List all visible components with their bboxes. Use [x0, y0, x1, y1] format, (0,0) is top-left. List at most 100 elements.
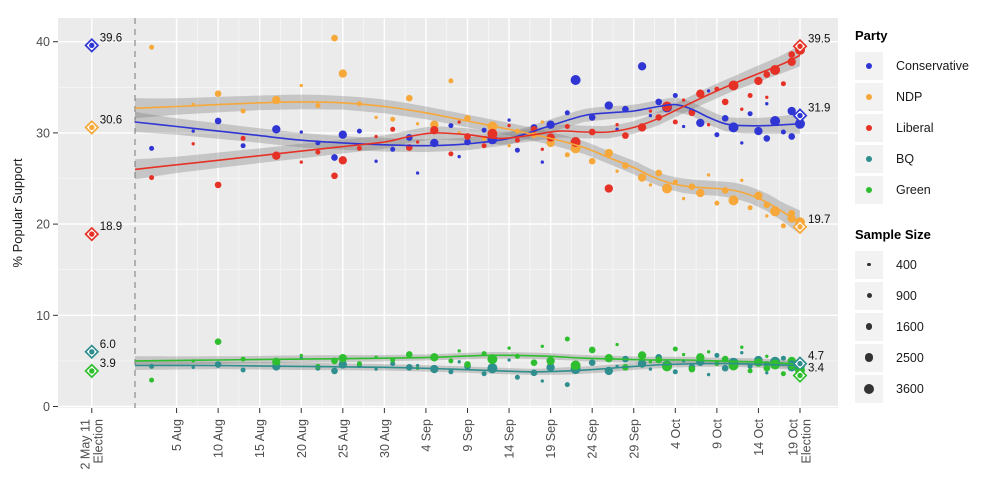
- legend-key-size-400: [855, 250, 883, 279]
- election-marker-dot-green: [89, 368, 95, 374]
- poll-point-bq: [564, 382, 570, 388]
- legend-item-liberal: Liberal: [848, 112, 998, 143]
- poll-point-green: [588, 346, 596, 354]
- poll-point-ndp: [648, 183, 653, 187]
- election-marker-dot-green: [797, 372, 803, 379]
- poll-point-liberal: [448, 151, 454, 157]
- poll-point-green: [214, 338, 222, 346]
- poll-point-bq: [191, 365, 195, 369]
- poll-point-conservative: [770, 116, 781, 126]
- election-marker-dot-liberal: [89, 231, 95, 237]
- poll-point-ndp: [747, 205, 753, 211]
- poll-point-liberal: [706, 123, 711, 127]
- poll-point-conservative: [780, 129, 786, 135]
- x-tick-label: Election: [800, 419, 814, 464]
- poll-point-bq: [747, 363, 753, 369]
- legend-item-size-3600: 3600: [848, 373, 998, 404]
- poll-point-liberal: [721, 98, 729, 106]
- poll-point-liberal: [622, 132, 629, 139]
- poll-point-liberal: [780, 81, 786, 87]
- poll-point-green: [672, 346, 678, 352]
- poll-point-liberal: [514, 137, 520, 143]
- poll-point-ndp: [765, 214, 769, 218]
- poll-point-green: [570, 360, 581, 371]
- poll-point-bq: [672, 369, 678, 375]
- poll-point-green: [507, 346, 511, 350]
- poll-point-green: [448, 358, 454, 364]
- poll-point-ndp: [415, 122, 420, 126]
- poll-point-green: [765, 354, 769, 358]
- poll-point-green: [780, 371, 786, 377]
- poll-point-green: [696, 353, 705, 362]
- poll-point-ndp: [540, 120, 544, 124]
- poll-point-conservative: [754, 126, 763, 136]
- legend-item-bq: BQ: [848, 143, 998, 174]
- x-tick-label: 5 Aug: [170, 419, 184, 451]
- poll-point-ndp: [681, 196, 686, 201]
- legend-key-size-2500: [855, 343, 883, 372]
- poll-point-green: [149, 377, 155, 383]
- y-tick-label: 20: [36, 218, 50, 232]
- poll-point-conservative: [740, 141, 744, 145]
- poll-point-conservative: [338, 130, 347, 139]
- green-dot-icon: [866, 186, 872, 193]
- poll-point-ndp: [149, 44, 155, 50]
- poll-point-green: [637, 351, 647, 360]
- poll-point-ndp: [637, 173, 647, 182]
- poll-point-bq: [390, 361, 396, 367]
- legend-item-size-2500: 2500: [848, 342, 998, 373]
- poll-point-bq: [149, 363, 155, 369]
- ndp-dot-icon: [866, 93, 872, 100]
- poll-point-bq: [457, 360, 461, 364]
- poll-point-bq: [530, 369, 538, 377]
- poll-point-conservative: [390, 146, 396, 152]
- x-tick-label: 9 Sep: [461, 419, 475, 452]
- poll-point-bq: [714, 352, 720, 358]
- poll-point-liberal: [507, 123, 511, 128]
- poll-point-green: [648, 360, 653, 364]
- polling-chart: 39.6 30.6 18.9 6.0 3.9 39.5 31.9 19.7 4.73.4 0 10 2…: [10, 18, 838, 470]
- election-result-label-bq: 6.0: [100, 339, 116, 351]
- poll-point-ndp: [564, 152, 570, 158]
- poll-point-conservative: [721, 114, 729, 122]
- poll-point-conservative: [696, 118, 705, 128]
- x-tick-label: 10 Aug: [212, 419, 226, 458]
- legend-key-ndp: [855, 82, 883, 111]
- poll-point-conservative: [655, 98, 663, 106]
- poll-point-green: [763, 364, 771, 372]
- poll-point-liberal: [487, 128, 498, 139]
- poll-point-bq: [448, 369, 454, 375]
- poll-point-ndp: [374, 115, 378, 120]
- poll-point-conservative: [356, 128, 362, 134]
- poll-point-ndp: [588, 157, 596, 165]
- poll-point-liberal: [681, 98, 686, 102]
- poll-point-liberal: [747, 93, 753, 98]
- poll-point-liberal: [540, 147, 544, 151]
- sample-size-dot-icon: [865, 323, 873, 330]
- legend-key-conservative: [855, 51, 883, 80]
- poll-point-liberal: [788, 51, 796, 58]
- poll-point-conservative: [672, 93, 678, 98]
- x-tick-label: 15 Aug: [253, 419, 267, 458]
- poll-point-liberal: [457, 120, 461, 124]
- x-tick-label: 25 Aug: [336, 419, 350, 458]
- poll-point-ndp: [331, 34, 338, 42]
- poll-point-ndp: [655, 169, 663, 177]
- poll-point-ndp: [714, 200, 720, 206]
- poll-point-liberal: [787, 57, 796, 66]
- poll-point-liberal: [648, 109, 653, 113]
- poll-point-liberal: [604, 184, 613, 193]
- x-tick-label: 4 Sep: [419, 419, 433, 452]
- legend-label-green: Green: [896, 182, 931, 197]
- poll-point-conservative: [214, 117, 222, 125]
- poll-point-ndp: [338, 69, 347, 78]
- legend-key-size-3600: [855, 374, 883, 403]
- trend-line-conservative: [134, 103, 801, 147]
- poll-point-green: [356, 361, 362, 367]
- election-result-label-bq: 4.7: [808, 351, 824, 363]
- poll-point-ndp: [240, 108, 246, 114]
- poll-point-ndp: [740, 178, 744, 182]
- poll-point-ndp: [405, 94, 413, 102]
- y-axis-title: % Popular Support: [10, 158, 25, 268]
